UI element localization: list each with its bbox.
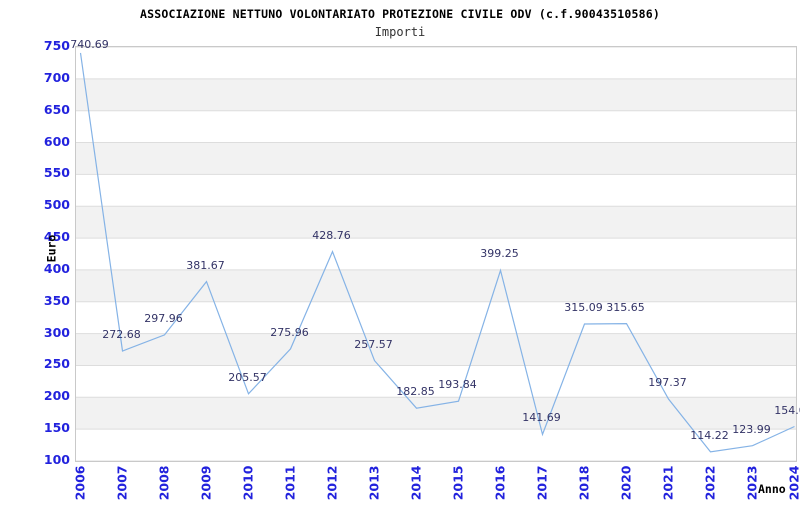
line-chart-svg [76, 47, 796, 461]
y-tick-label: 400 [0, 262, 70, 276]
y-tick-label: 700 [0, 71, 70, 85]
y-tick-label: 300 [0, 326, 70, 340]
y-tick-label: 250 [0, 357, 70, 371]
y-axis-title: Euro [45, 227, 58, 271]
y-tick-label: 550 [0, 166, 70, 180]
y-tick-label: 200 [0, 389, 70, 403]
plot-area [75, 46, 797, 462]
point-value-label: 205.57 [218, 371, 278, 384]
point-value-label: 428.76 [302, 229, 362, 242]
background-band [76, 270, 796, 302]
y-tick-label: 100 [0, 453, 70, 467]
y-tick-label: 650 [0, 103, 70, 117]
point-value-label: 193.84 [428, 378, 488, 391]
chart-subtitle: Importi [0, 25, 800, 39]
y-tick-label: 150 [0, 421, 70, 435]
point-value-label: 272.68 [92, 328, 152, 341]
point-value-label: 315.65 [596, 301, 656, 314]
x-axis-title: Anno [758, 482, 786, 496]
y-tick-label: 500 [0, 198, 70, 212]
background-band [76, 143, 796, 175]
point-value-label: 275.96 [260, 326, 320, 339]
point-value-label: 740.69 [60, 38, 120, 51]
point-value-label: 197.37 [638, 376, 698, 389]
point-value-label: 381.67 [176, 259, 236, 272]
y-tick-label: 350 [0, 294, 70, 308]
chart-title: ASSOCIAZIONE NETTUNO VOLONTARIATO PROTEZ… [0, 7, 800, 21]
point-value-label: 257.57 [344, 338, 404, 351]
background-band [76, 79, 796, 111]
y-tick-label: 450 [0, 230, 70, 244]
background-band [76, 334, 796, 366]
point-value-label: 123.99 [722, 423, 782, 436]
point-value-label: 297.96 [134, 312, 194, 325]
point-value-label: 154.09 [764, 404, 800, 417]
y-tick-label: 600 [0, 135, 70, 149]
point-value-label: 399.25 [470, 247, 530, 260]
point-value-label: 141.69 [512, 411, 572, 424]
background-band [76, 206, 796, 238]
